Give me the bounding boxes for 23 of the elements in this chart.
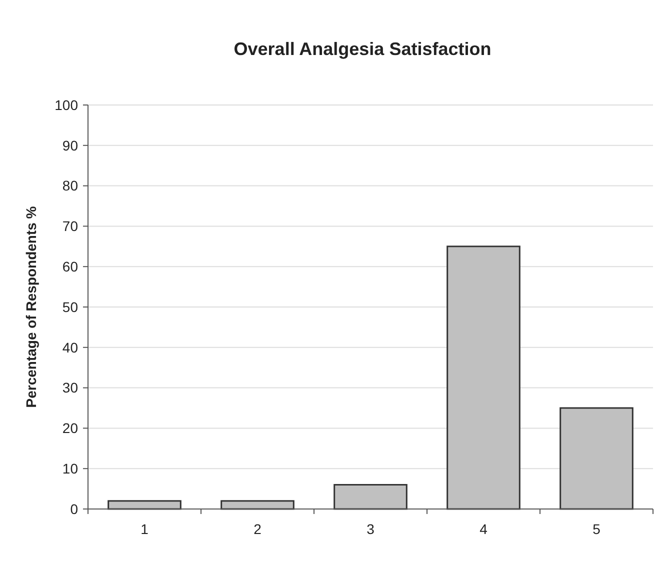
y-tick-label: 80 <box>62 178 78 194</box>
y-tick-label: 40 <box>62 339 78 356</box>
x-tick-label: 5 <box>592 521 601 537</box>
y-tick-label: 70 <box>62 218 78 234</box>
chart-title: Overall Analgesia Satisfaction <box>234 39 492 59</box>
y-tick-label: 10 <box>62 460 78 476</box>
y-tick-label: 60 <box>62 258 78 274</box>
x-tick-label: 3 <box>366 521 375 537</box>
x-tick-label: 2 <box>254 521 262 537</box>
y-axis-title: Percentage of Respondents % <box>23 206 39 408</box>
y-tick-label: 90 <box>62 137 78 154</box>
y-tick-label: 30 <box>62 380 78 396</box>
bar <box>220 500 294 510</box>
y-tick-label: 50 <box>62 298 78 315</box>
x-tick-label: 4 <box>480 521 488 537</box>
bar <box>446 246 520 510</box>
x-tick-label: 1 <box>140 521 149 537</box>
bar <box>334 484 408 510</box>
bar <box>108 500 182 510</box>
y-tick-label: 20 <box>62 420 78 436</box>
bar <box>560 407 634 510</box>
y-tick-label: 0 <box>70 500 78 517</box>
y-tick-label: 100 <box>54 96 78 113</box>
